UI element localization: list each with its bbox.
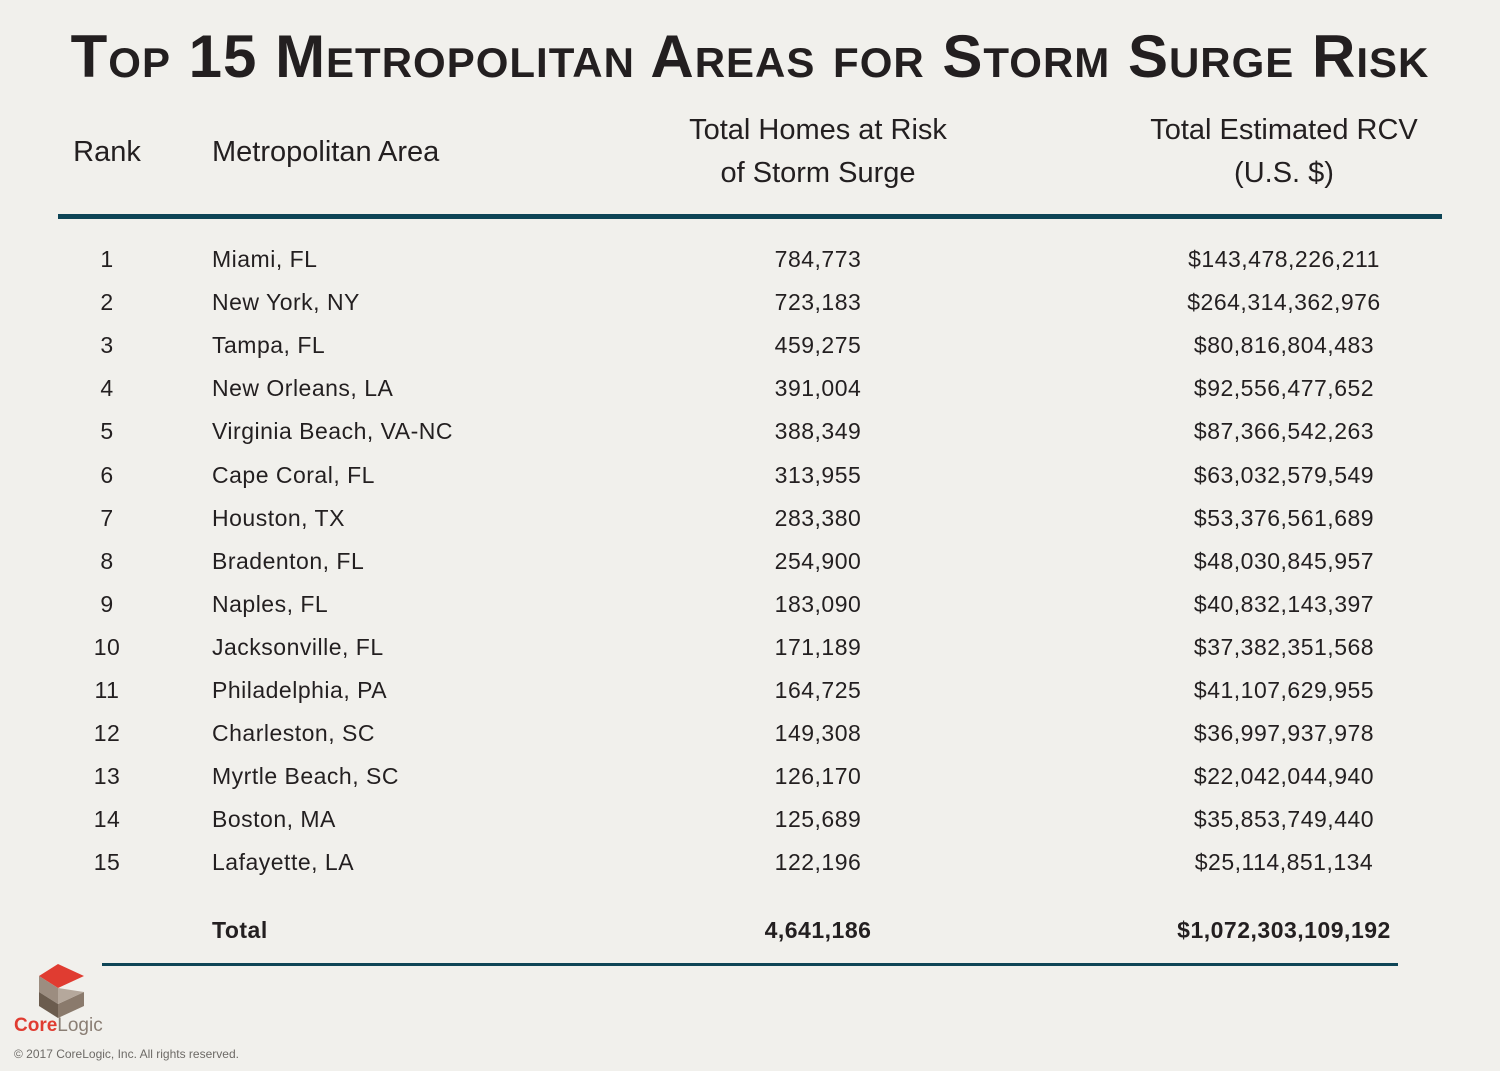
- cell-rank: 11: [94, 677, 120, 703]
- cell-homes: 723,183: [774, 289, 862, 316]
- table-row: 2 New York, NY 723,183 $264,314,362,976: [0, 281, 1500, 324]
- cell-homes: 125,689: [774, 806, 862, 833]
- header-rcv-line2: (U.S. $): [1234, 157, 1334, 189]
- cell-rank: 3: [100, 332, 114, 359]
- cell-area: New York, NY: [212, 289, 360, 316]
- cell-rank: 14: [93, 806, 121, 833]
- table-row: 15 Lafayette, LA 122,196 $25,114,851,134: [0, 841, 1500, 884]
- table-row: 13 Myrtle Beach, SC 126,170 $22,042,044,940: [0, 755, 1500, 798]
- logo-core: Core: [14, 1015, 58, 1036]
- cell-rank: 5: [100, 418, 114, 445]
- cell-rcv: $37,382,351,568: [1193, 633, 1375, 660]
- table-row: 9 Naples, FL 183,090 $40,832,143,397: [0, 583, 1500, 626]
- table-row: 1 Miami, FL 784,773 $143,478,226,211: [0, 238, 1500, 281]
- header-homes-line2: of Storm Surge: [720, 157, 916, 189]
- corelogic-logo-icon: [39, 964, 84, 1018]
- header-rcv-line1: Total Estimated RCV: [1150, 114, 1418, 146]
- cell-rcv: $22,042,044,940: [1193, 763, 1375, 790]
- cell-homes: 459,275: [774, 332, 862, 359]
- cell-rcv: $35,853,749,440: [1193, 806, 1375, 833]
- cell-area: Houston, TX: [212, 504, 345, 531]
- total-row: Total 4,641,186 $1,072,303,109,192: [0, 909, 1500, 952]
- total-rcv: $1,072,303,109,192: [1177, 917, 1391, 943]
- header-homes: Total Homes at Risk of Storm Surge: [618, 109, 1018, 195]
- cell-homes: 391,004: [774, 375, 862, 402]
- cell-area: New Orleans, LA: [212, 375, 394, 402]
- cell-rcv: $143,478,226,211: [1188, 246, 1380, 272]
- total-label: Total: [212, 917, 268, 943]
- header-homes-line1: Total Homes at Risk: [689, 114, 947, 146]
- cell-rcv: $80,816,804,483: [1193, 332, 1375, 359]
- cell-area: Boston, MA: [212, 806, 336, 833]
- cell-area: Lafayette, LA: [212, 849, 355, 876]
- cell-area: Myrtle Beach, SC: [212, 763, 399, 790]
- header-rank: Rank: [73, 136, 141, 168]
- cell-rank: 2: [100, 289, 114, 316]
- cell-rank: 9: [100, 590, 114, 617]
- footer-divider: [102, 963, 1398, 966]
- cell-homes: 254,900: [774, 547, 862, 574]
- cell-rcv: $40,832,143,397: [1193, 590, 1375, 617]
- cell-rcv: $41,107,629,955: [1193, 677, 1375, 703]
- table-row: 14 Boston, MA 125,689 $35,853,749,440: [0, 798, 1500, 841]
- cell-homes: 313,955: [774, 461, 862, 488]
- table-row: 11 Philadelphia, PA 164,725 $41,107,629,955: [0, 669, 1500, 712]
- table-row: 8 Bradenton, FL 254,900 $48,030,845,957: [0, 540, 1500, 583]
- cell-homes: 283,380: [774, 504, 862, 531]
- table-row: 7 Houston, TX 283,380 $53,376,561,689: [0, 497, 1500, 540]
- table-row: 12 Charleston, SC 149,308 $36,997,937,978: [0, 712, 1500, 755]
- table-row: 5 Virginia Beach, VA-NC 388,349 $87,366,542…: [0, 410, 1500, 453]
- cell-rcv: $264,314,362,976: [1187, 289, 1381, 316]
- cell-area: Cape Coral, FL: [212, 461, 375, 488]
- cell-rcv: $25,114,851,134: [1194, 849, 1374, 876]
- copyright: © 2017 CoreLogic, Inc. All rights reserv…: [14, 1047, 239, 1061]
- cell-rank: 6: [100, 461, 114, 488]
- cell-rank: 8: [100, 547, 114, 574]
- cell-rank: 10: [93, 633, 121, 660]
- corelogic-logo-text: CoreLogic: [14, 1015, 103, 1037]
- header-area: Metropolitan Area: [212, 136, 440, 168]
- table-row: 10 Jacksonville, FL 171,189 $37,382,351,568: [0, 626, 1500, 669]
- cell-rcv: $48,030,845,957: [1193, 547, 1375, 574]
- cell-homes: 171,189: [774, 633, 862, 660]
- cell-area: Virginia Beach, VA-NC: [212, 418, 454, 445]
- cell-rank: 15: [93, 849, 121, 876]
- total-homes: 4,641,186: [764, 917, 872, 943]
- cell-rcv: $36,997,937,978: [1193, 720, 1375, 747]
- cell-area: Miami, FL: [212, 246, 318, 272]
- table-row: 3 Tampa, FL 459,275 $80,816,804,483: [0, 324, 1500, 367]
- header-divider: [58, 214, 1442, 219]
- page-title: Top 15 Metropolitan Areas for Storm Surg…: [70, 23, 1430, 90]
- cell-rank: 12: [93, 720, 121, 747]
- cell-homes: 126,170: [774, 763, 862, 790]
- cell-rcv: $92,556,477,652: [1193, 375, 1375, 402]
- cell-homes: 122,196: [774, 849, 862, 876]
- table-row: 6 Cape Coral, FL 313,955 $63,032,579,549: [0, 454, 1500, 497]
- cell-area: Jacksonville, FL: [212, 633, 384, 660]
- cell-rank: 1: [100, 246, 114, 272]
- cell-area: Philadelphia, PA: [212, 677, 388, 703]
- cell-area: Charleston, SC: [212, 720, 375, 747]
- cell-homes: 149,308: [774, 720, 862, 747]
- cell-area: Naples, FL: [212, 590, 329, 617]
- cell-homes: 784,773: [774, 246, 862, 272]
- cell-rank: 7: [100, 504, 114, 531]
- table-row: 4 New Orleans, LA 391,004 $92,556,477,652: [0, 367, 1500, 410]
- cell-rcv: $87,366,542,263: [1193, 418, 1375, 445]
- cell-rank: 13: [93, 763, 121, 790]
- cell-area: Tampa, FL: [212, 332, 326, 359]
- cell-area: Bradenton, FL: [212, 547, 365, 574]
- header-rcv: Total Estimated RCV (U.S. $): [1084, 109, 1484, 195]
- cell-homes: 388,349: [774, 418, 862, 445]
- cell-homes: 183,090: [774, 590, 862, 617]
- cell-rank: 4: [100, 375, 114, 402]
- logo-logic: Logic: [57, 1015, 103, 1036]
- cell-homes: 164,725: [774, 677, 862, 703]
- cell-rcv: $53,376,561,689: [1193, 504, 1375, 531]
- cell-rcv: $63,032,579,549: [1193, 461, 1375, 488]
